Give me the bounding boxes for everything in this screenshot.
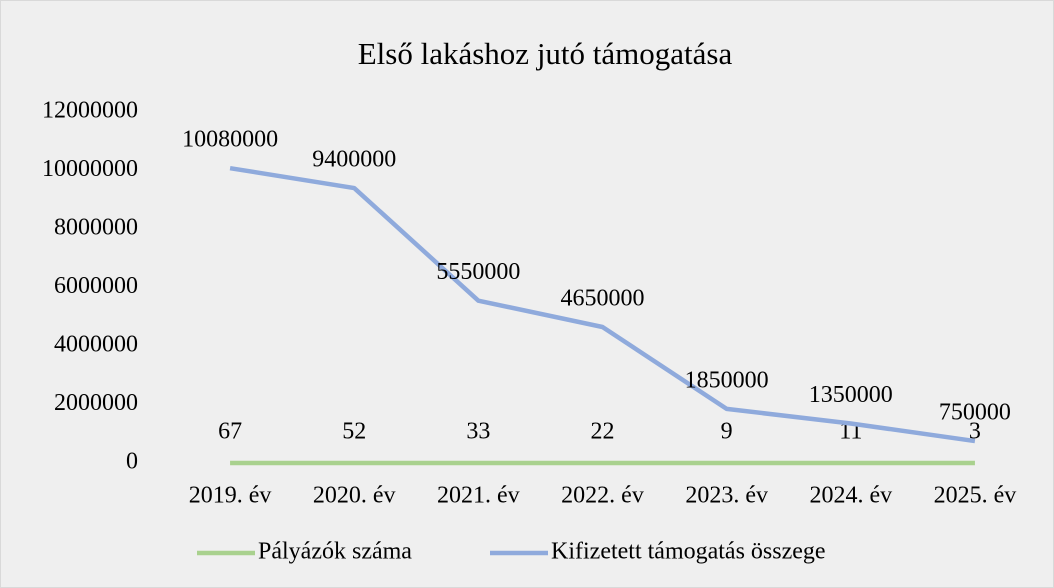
x-tick-label: 2023. év [685,483,768,509]
chart-title: Első lakáshoz jutó támogatása [358,36,733,71]
y-tick-label: 2000000 [54,390,138,416]
y-tick-label: 10000000 [42,156,138,182]
y-tick-label: 12000000 [42,98,138,124]
data-label: 5550000 [436,259,520,285]
data-label: 750000 [939,400,1011,426]
data-label: 3 [969,419,981,445]
y-tick-label: 0 [126,449,138,475]
data-label: 33 [466,419,490,445]
legend-label: Kifizetett támogatás összege [551,539,826,565]
data-label: 1850000 [685,367,769,393]
data-label: 9400000 [312,147,396,173]
x-tick-label: 2025. év [934,483,1017,509]
x-tick-label: 2022. év [561,483,644,509]
y-tick-label: 4000000 [54,332,138,358]
data-label: 67 [218,419,242,445]
legend-label: Pályázók száma [258,539,412,565]
data-label: 22 [591,419,615,445]
x-tick-label: 2020. év [313,483,396,509]
data-label: 10080000 [182,127,278,153]
x-tick-label: 2021. év [437,483,520,509]
data-label: 4650000 [561,285,645,311]
x-tick-label: 2019. év [189,483,272,509]
x-tick-label: 2024. év [809,483,892,509]
data-label: 9 [721,419,733,445]
y-tick-label: 6000000 [54,273,138,299]
y-tick-label: 8000000 [54,215,138,241]
data-label: 52 [342,419,366,445]
series-line [229,165,976,444]
data-label: 1350000 [809,382,893,408]
